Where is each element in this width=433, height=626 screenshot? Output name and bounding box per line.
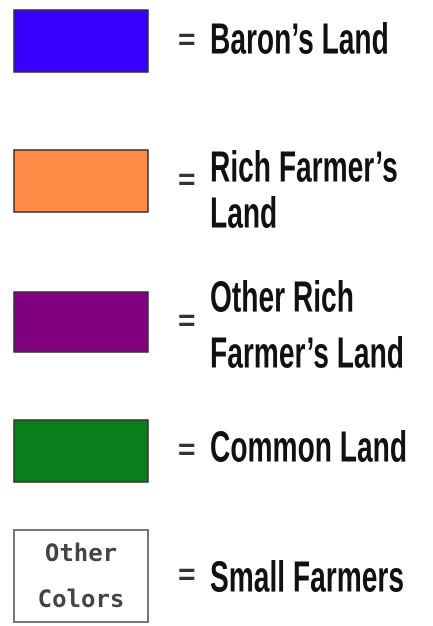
label-line-group: Other Rich — [210, 272, 354, 321]
label: Land — [210, 188, 277, 237]
label-line-group: Land — [210, 188, 277, 237]
equals-sign: = — [178, 23, 196, 56]
label: Common Land — [210, 422, 407, 471]
label: Other Rich — [210, 272, 354, 321]
equals-sign: = — [178, 163, 196, 196]
swatch — [13, 291, 149, 353]
label-line-group: Baron’s Land — [210, 14, 389, 63]
equals-sign: = — [178, 433, 196, 466]
swatch — [13, 9, 149, 73]
label: Farmer’s Land — [210, 328, 404, 377]
label: Small Farmers — [210, 552, 404, 601]
legend-item: = Other Rich Farmer’s Land — [13, 272, 404, 377]
label: Baron’s Land — [210, 14, 389, 63]
legend-item: = Common Land — [13, 419, 407, 483]
equals-sign: = — [178, 558, 196, 591]
swatch-text: Colors — [38, 585, 125, 613]
label-line-group: Small Farmers — [210, 552, 404, 601]
legend-item: = Baron’s Land — [13, 9, 389, 73]
label-line-group: Rich Farmer’s — [210, 142, 398, 191]
equals-sign: = — [178, 304, 196, 337]
swatch — [13, 149, 149, 213]
label-line-group: Farmer’s Land — [210, 328, 404, 377]
swatch — [13, 529, 149, 623]
label: Rich Farmer’s — [210, 142, 398, 191]
swatch-text: Other — [45, 539, 117, 567]
label-line-group: Common Land — [210, 422, 407, 471]
legend-item: Other Colors = Small Farmers — [13, 529, 404, 623]
swatch — [13, 419, 149, 483]
